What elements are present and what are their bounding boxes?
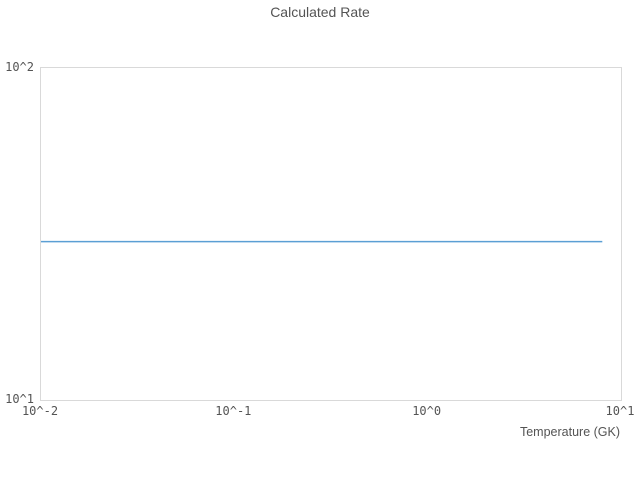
rate-line-plot: [41, 240, 603, 243]
x-axis-title: Temperature (GK): [519, 425, 620, 439]
x-tick-label: 10^1: [605, 404, 635, 418]
y-tick-label: 10^1: [5, 392, 34, 406]
x-tick-label: 10^-2: [21, 404, 59, 418]
x-tick-label: 10^-1: [215, 404, 252, 418]
chart-title: Calculated Rate: [270, 4, 370, 20]
x-tick-label: 10^0: [412, 404, 442, 418]
y-tick-label: 10^2: [5, 60, 34, 74]
plot-area: [40, 67, 622, 401]
